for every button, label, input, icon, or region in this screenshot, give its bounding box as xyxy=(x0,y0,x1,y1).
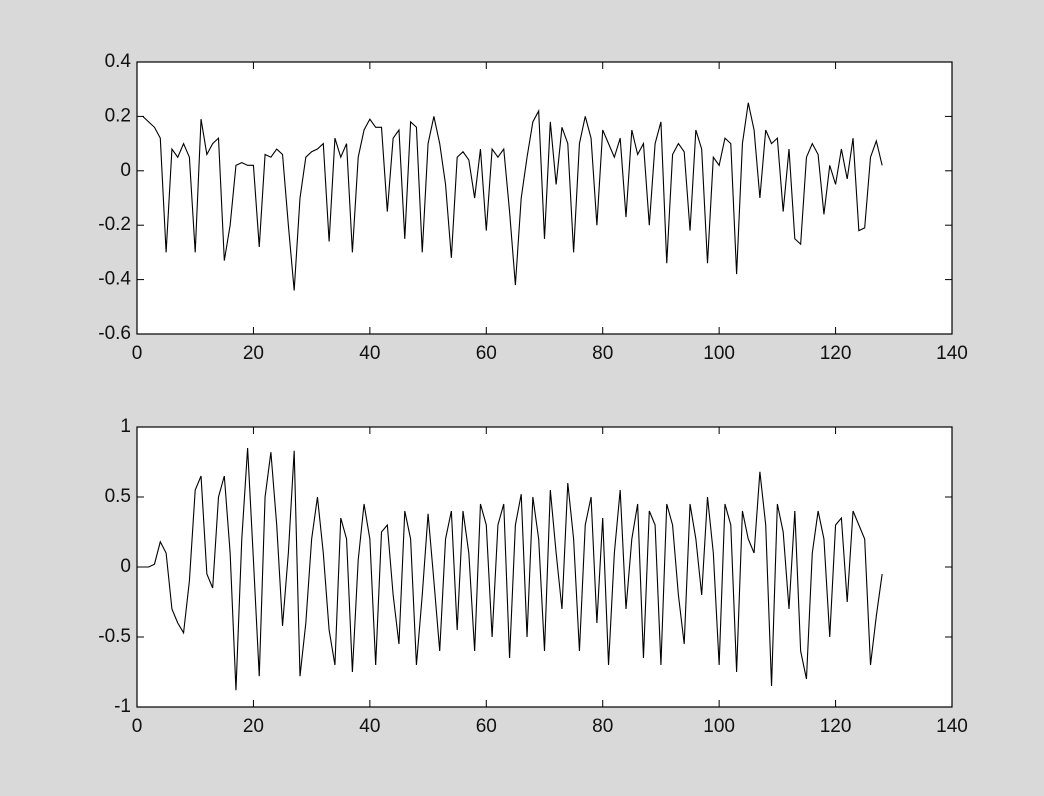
figure: 020406080100120140-0.6-0.4-0.200.20.4020… xyxy=(0,0,1044,796)
x-tick-label: 80 xyxy=(592,716,613,737)
x-tick-label: 80 xyxy=(592,343,613,364)
x-tick-label: 20 xyxy=(243,343,264,364)
x-tick-label: 120 xyxy=(820,716,852,737)
x-tick-label: 0 xyxy=(132,343,143,364)
y-tick-label: 0.5 xyxy=(105,486,131,507)
x-tick-label: 60 xyxy=(476,716,497,737)
plot-area xyxy=(137,62,952,334)
x-tick-label: 100 xyxy=(703,343,735,364)
x-tick-label: 140 xyxy=(936,716,968,737)
x-tick-label: 40 xyxy=(359,716,380,737)
y-tick-label: -0.4 xyxy=(98,269,131,290)
x-tick-label: 20 xyxy=(243,716,264,737)
y-tick-label: -1 xyxy=(114,696,131,717)
y-tick-label: -0.5 xyxy=(98,626,131,647)
y-tick-label: 0 xyxy=(120,556,131,577)
subplot: 0 20 40 60 80 100 120 140 -1 -0.5 0 0.5 1 xyxy=(98,416,968,737)
x-tick-label: 60 xyxy=(476,343,497,364)
x-tick-label: 120 xyxy=(820,343,852,364)
x-tick-label: 140 xyxy=(936,343,968,364)
x-tick-label: 100 xyxy=(703,716,735,737)
y-tick-label: 0 xyxy=(120,160,131,181)
y-tick-label: -0.6 xyxy=(98,323,131,344)
y-tick-label: 1 xyxy=(120,416,131,437)
subplot: 0 20 40 60 80 100 120 140 -0.6 -0.4 -0.2 0 0.2 0.4 xyxy=(98,51,968,364)
y-tick-label: -0.2 xyxy=(98,214,131,235)
y-tick-label: 0.4 xyxy=(105,51,132,72)
y-tick-label: 0.2 xyxy=(105,105,131,126)
x-tick-label: 40 xyxy=(359,343,380,364)
x-tick-label: 0 xyxy=(132,716,143,737)
